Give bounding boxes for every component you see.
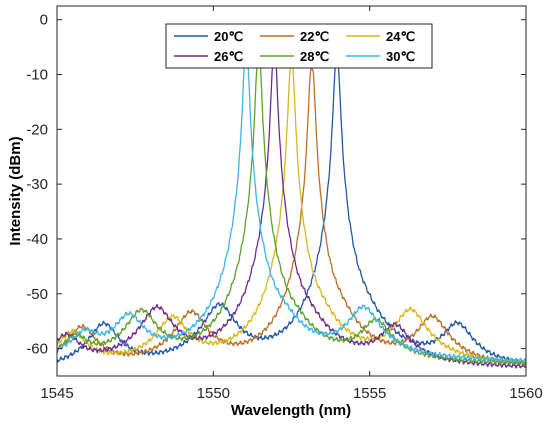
legend-label: 26℃ <box>214 49 243 64</box>
series-line <box>56 68 527 367</box>
y-tick-label: -50 <box>26 286 48 303</box>
x-axis-title: Wavelength (nm) <box>231 402 351 419</box>
legend-label: 22℃ <box>300 29 329 44</box>
legend: 20℃ 22℃ 24℃ 26℃ 28℃ 30℃ <box>165 23 433 69</box>
legend-label: 30℃ <box>386 49 415 64</box>
x-tick-label: 1560 <box>509 385 542 402</box>
y-axis-title: Intensity (dBm) <box>7 136 24 245</box>
legend-label: 20℃ <box>214 29 243 44</box>
series-line <box>56 56 527 363</box>
x-tick-label: 1550 <box>197 385 230 402</box>
y-tick-label: -30 <box>26 176 48 193</box>
plot-frame <box>56 5 527 377</box>
legend-label: 24℃ <box>386 29 415 44</box>
axes-layer: 1545 1550 1555 1560 0 -10 -20 -30 -40 -50 -60 <box>26 5 543 402</box>
y-tick-label: -10 <box>26 67 48 84</box>
legend-label: 28℃ <box>300 49 329 64</box>
y-tick-label: -40 <box>26 231 48 248</box>
legend-box <box>165 23 433 69</box>
series-line <box>56 59 527 366</box>
x-tick-label: 1555 <box>353 385 386 402</box>
y-tick-label: 0 <box>40 12 48 29</box>
x-tick-label: 1545 <box>40 385 73 402</box>
y-tick-label: -60 <box>26 341 48 358</box>
y-tick-label: -20 <box>26 121 48 138</box>
